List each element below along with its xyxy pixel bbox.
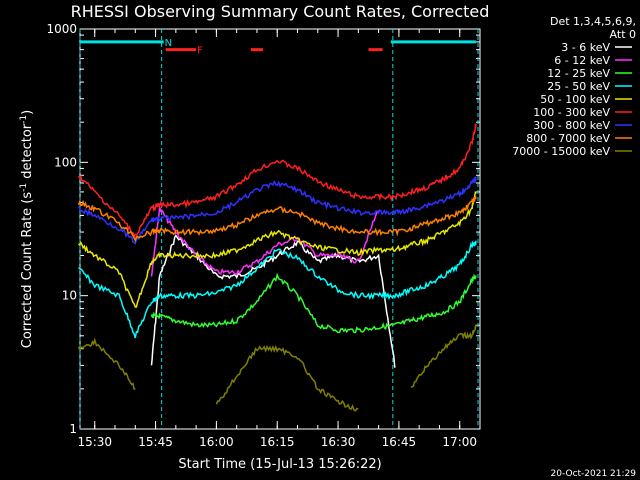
x-tick-label: 15:30: [77, 435, 112, 449]
legend-entry-label: 800 - 7000 keV: [526, 132, 610, 145]
y-tick-label: 1000: [46, 22, 77, 36]
legend-header-line-1: Det 1,3,4,5,6,9,: [550, 15, 636, 28]
series-line: [150, 206, 379, 277]
x-tick-label: 17:00: [442, 435, 477, 449]
y-axis-label: Corrected Count Rate (s-1 detector-1): [19, 110, 35, 348]
legend-entry-label: 50 - 100 keV: [540, 93, 610, 106]
flag-label: F: [197, 46, 203, 57]
y-tick-label: 10: [62, 289, 77, 303]
legend-entry-label: 25 - 50 keV: [547, 80, 610, 93]
series-line: [77, 122, 477, 240]
x-tick-label: 16:00: [199, 435, 234, 449]
y-axis-label-main: Corrected Count Rate (s: [20, 192, 35, 349]
y-axis-label-mid: detector: [20, 123, 35, 183]
series-line: [215, 344, 359, 412]
x-tick-label: 16:45: [382, 435, 417, 449]
y-axis-label-sup1: -1: [19, 183, 29, 192]
series-line: [150, 272, 477, 334]
flag-bars: NF: [80, 38, 476, 57]
chart-title: RHESSI Observing Summary Count Rates, Co…: [71, 2, 490, 21]
series-line: [77, 176, 477, 245]
series-line: [78, 240, 477, 339]
legend-header-line-2: Att 0: [610, 28, 636, 41]
legend-entry-label: 3 - 6 keV: [561, 41, 610, 54]
legend-entry-label: 7000 - 15000 keV: [512, 145, 610, 158]
y-axis: 1 10 100 1000: [46, 22, 480, 436]
legend-entry-label: 300 - 800 keV: [533, 119, 610, 132]
y-tick-label: 1: [69, 422, 77, 436]
x-axis: 15:30 15:45 16:00 16:15 16:30 16:45 17:00: [77, 29, 481, 449]
y-axis-label-sup2: -1: [19, 115, 29, 124]
series-line: [78, 190, 477, 308]
x-tick-label: 16:30: [321, 435, 356, 449]
y-axis-label-end: ): [20, 110, 35, 115]
legend-entry-label: 12 - 25 keV: [547, 67, 610, 80]
series-line: [410, 324, 477, 389]
x-tick-label: 15:45: [138, 435, 173, 449]
legend-entry-label: 100 - 300 keV: [533, 106, 610, 119]
flag-label: N: [165, 38, 172, 49]
x-axis-label: Start Time (15-Jul-13 15:26:22): [178, 457, 381, 472]
series-line: [77, 195, 477, 243]
x-tick-label: 16:15: [260, 435, 295, 449]
series-line: [77, 337, 136, 390]
series-lines: [77, 122, 477, 412]
y-tick-label: 100: [54, 155, 77, 169]
series-line: [150, 234, 396, 368]
legend-entry-label: 6 - 12 keV: [554, 54, 610, 67]
footer-date: 20-Oct-2021 21:29: [551, 469, 637, 479]
